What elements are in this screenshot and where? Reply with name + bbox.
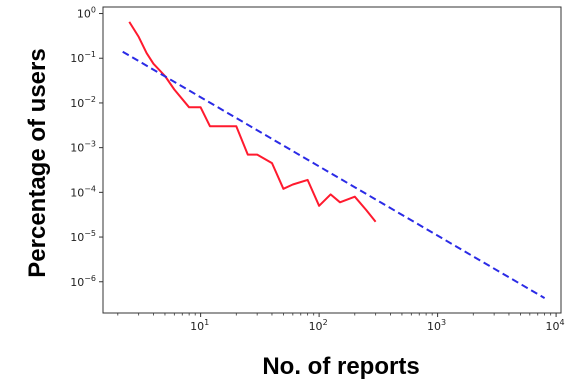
y-tick-label: 10−4 — [70, 184, 96, 199]
series-layer — [122, 21, 546, 299]
x-tick-label: 101 — [190, 318, 209, 333]
y-tick-label: 10−2 — [70, 95, 96, 110]
plot-area-frame — [102, 6, 562, 314]
y-tick-label: 10−5 — [70, 229, 96, 244]
x-tick-label: 102 — [309, 318, 328, 333]
fit-line-dashed — [122, 50, 546, 299]
x-tick-label: 104 — [546, 318, 565, 333]
y-axis-ticks: 100 10−1 10−2 10−3 10−4 10−5 10−6 — [70, 6, 103, 289]
y-tick-label: 10−6 — [70, 274, 96, 289]
y-axis-label: Percentage of users — [24, 48, 51, 277]
y-tick-label: 10−3 — [70, 140, 96, 155]
x-axis-ticks: 101 102 103 104 — [117, 313, 565, 333]
x-axis-label: No. of reports — [262, 353, 419, 380]
y-tick-label: 100 — [77, 6, 96, 21]
x-tick-label: 103 — [427, 318, 446, 333]
y-tick-label: 10−1 — [70, 50, 96, 65]
